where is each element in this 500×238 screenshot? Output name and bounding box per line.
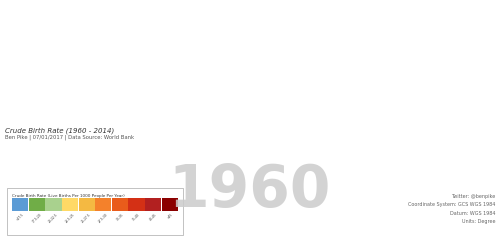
Text: 25-27.5: 25-27.5	[81, 213, 92, 224]
Text: <17.5: <17.5	[16, 213, 25, 222]
Text: 17.5-20: 17.5-20	[32, 213, 42, 224]
Text: Crude Birth Rate (Live Births Per 1000 People Per Year): Crude Birth Rate (Live Births Per 1000 P…	[12, 194, 125, 198]
Text: Ben Pike | 07/01/2017 | Data Source: World Bank: Ben Pike | 07/01/2017 | Data Source: Wor…	[5, 134, 134, 140]
Bar	[162, 198, 178, 211]
Text: 1960: 1960	[169, 162, 331, 219]
Text: Crude Birth Rate (1960 - 2014): Crude Birth Rate (1960 - 2014)	[5, 127, 114, 134]
Bar	[96, 198, 112, 211]
Text: 30-35: 30-35	[116, 213, 124, 222]
Text: >45: >45	[166, 213, 173, 220]
Text: 27.5-30: 27.5-30	[98, 213, 109, 224]
Text: Twitter: @benpike
Coordinate System: GCS WGS 1984
Datum: WGS 1984
Units: Degree: Twitter: @benpike Coordinate System: GCS…	[408, 194, 495, 224]
Bar	[112, 198, 128, 211]
Bar	[46, 198, 62, 211]
Bar	[62, 198, 78, 211]
Bar	[29, 198, 45, 211]
Bar	[145, 198, 161, 211]
Bar	[78, 198, 94, 211]
Bar	[128, 198, 144, 211]
Text: 22.5-25: 22.5-25	[64, 213, 76, 224]
Text: 35-40: 35-40	[132, 213, 141, 222]
Bar	[12, 198, 28, 211]
Text: 20-22.5: 20-22.5	[48, 213, 59, 224]
Text: 40-45: 40-45	[148, 213, 158, 222]
